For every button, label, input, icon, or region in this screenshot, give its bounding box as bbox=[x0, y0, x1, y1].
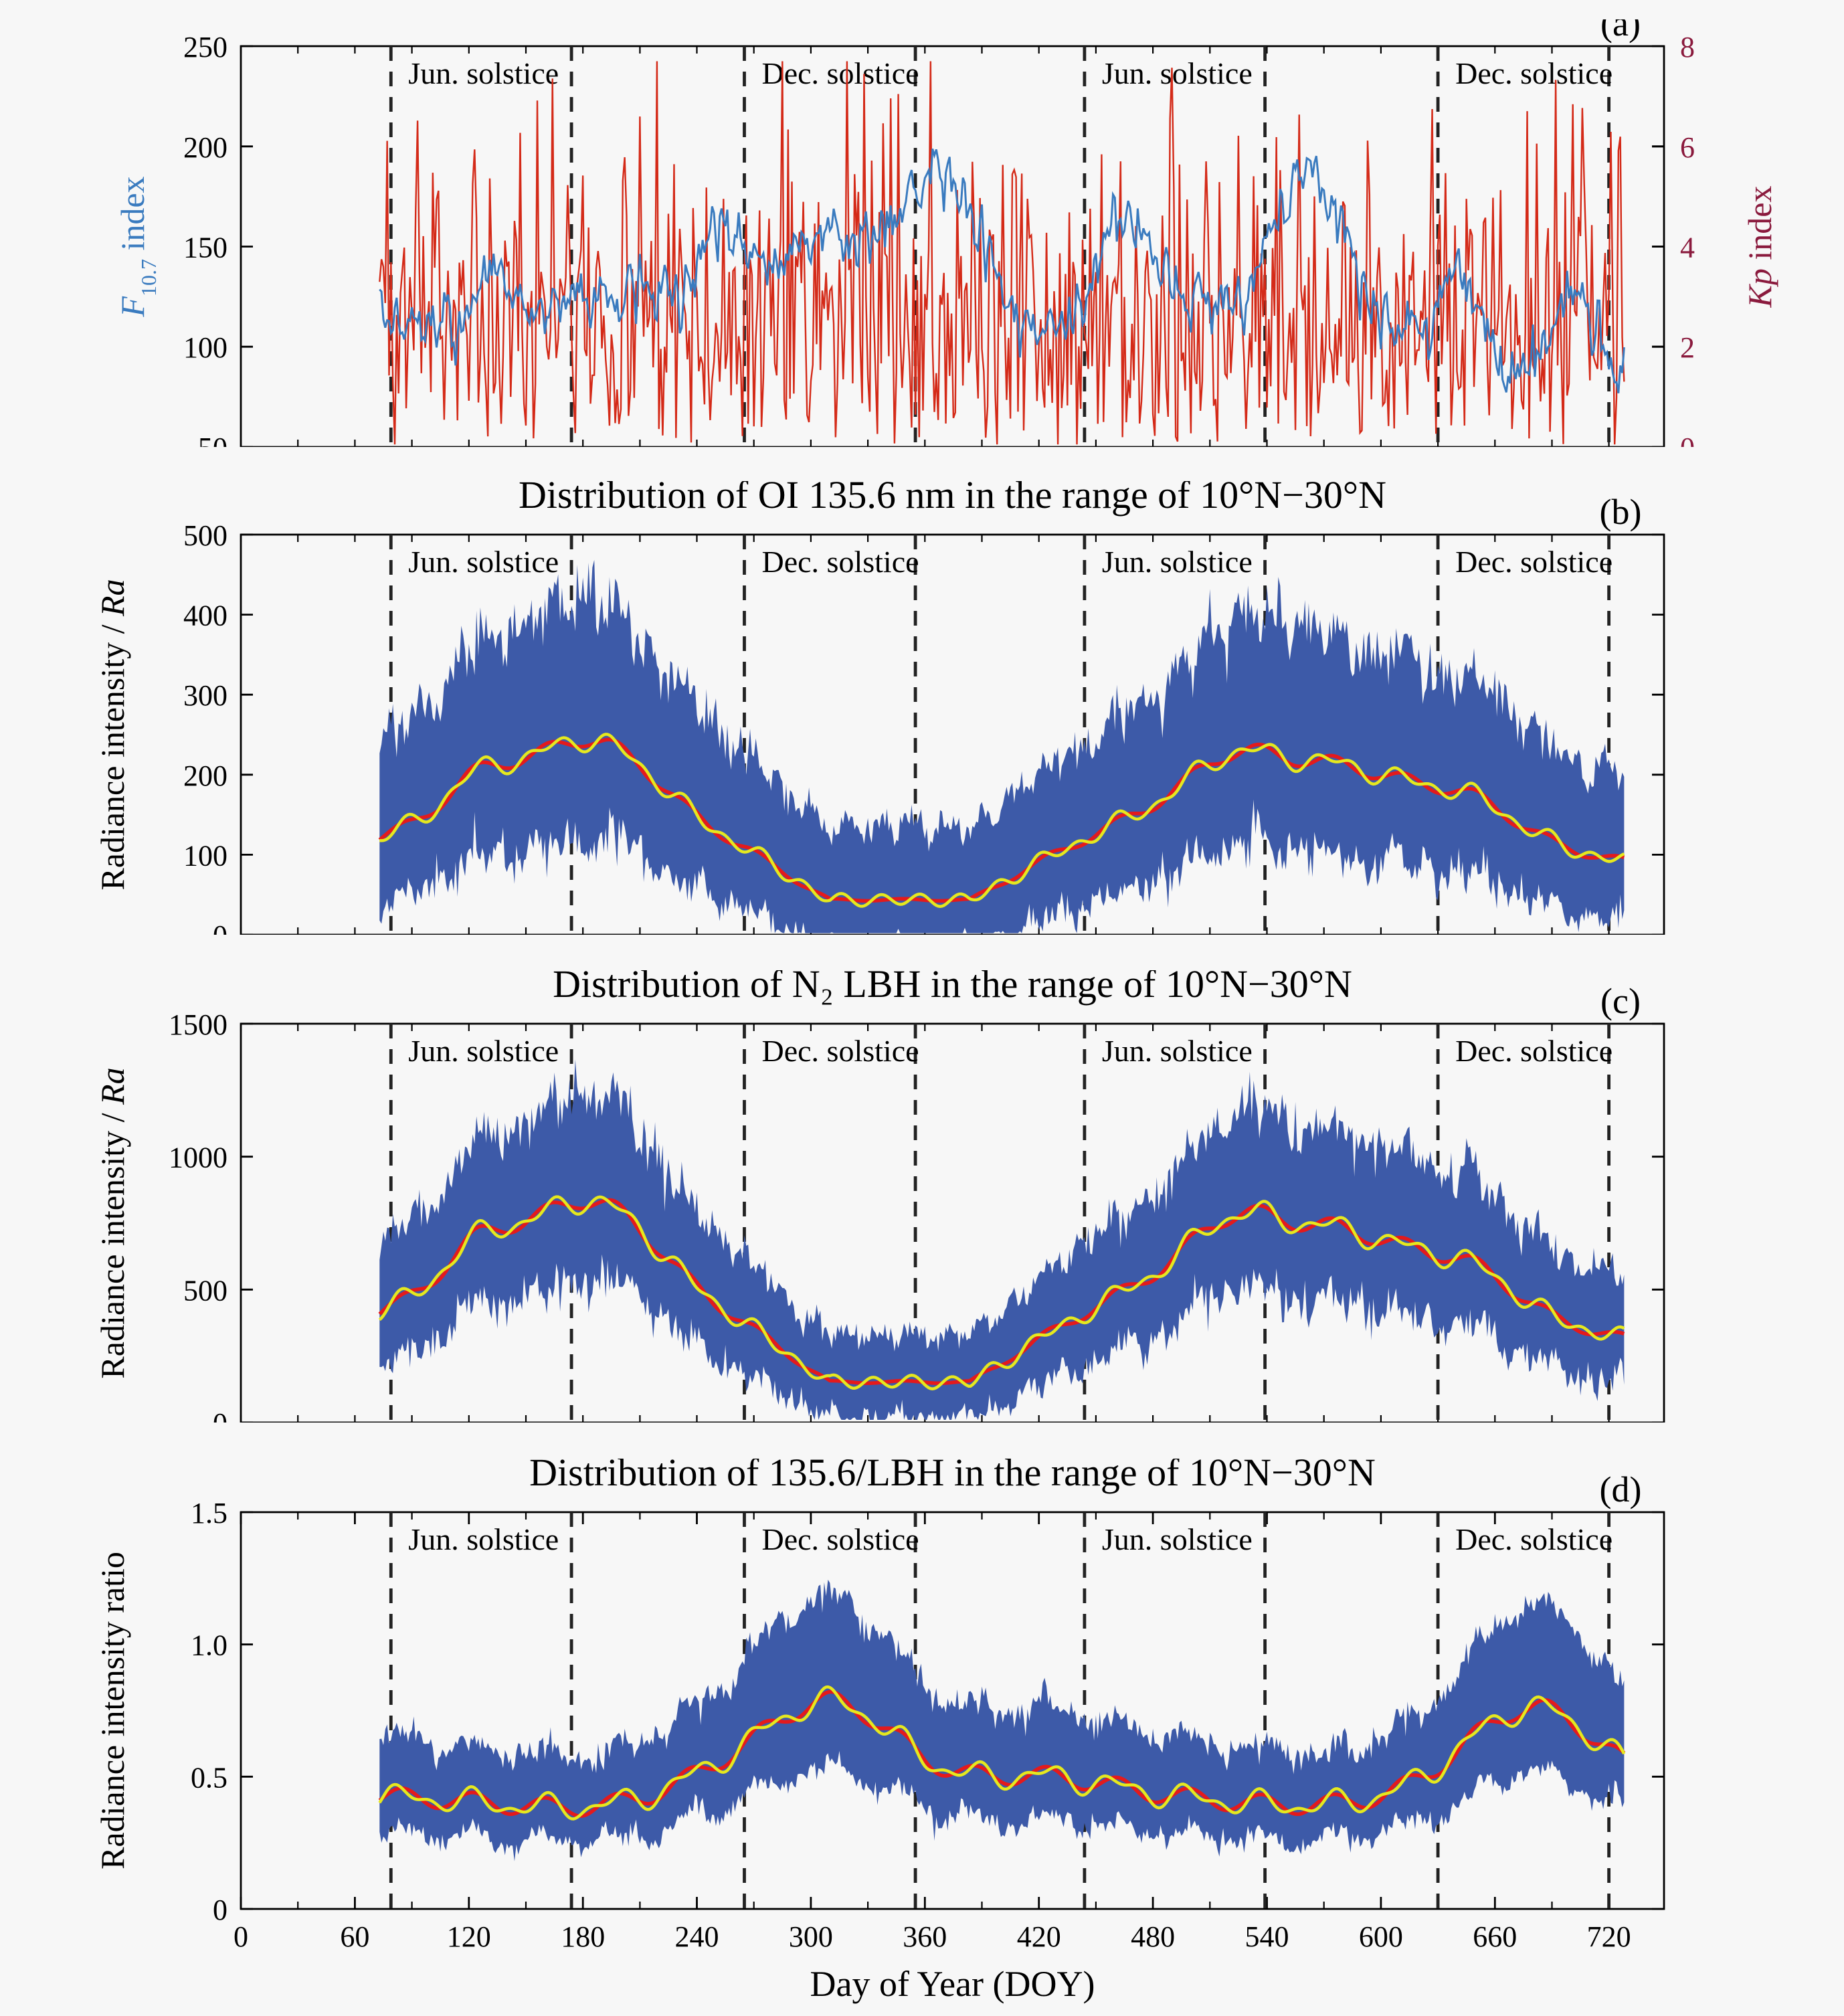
svg-text:Radiance intensity / Ra: Radiance intensity / Ra bbox=[94, 1067, 131, 1378]
svg-text:Jun. solstice: Jun. solstice bbox=[1102, 56, 1253, 90]
svg-text:(a): (a) bbox=[1600, 19, 1641, 43]
svg-text:360: 360 bbox=[903, 1920, 947, 1953]
svg-text:120: 120 bbox=[447, 1920, 491, 1953]
svg-text:Jun. solstice: Jun. solstice bbox=[408, 56, 559, 90]
svg-text:Dec. solstice: Dec. solstice bbox=[1455, 1522, 1612, 1556]
svg-text:Radiance intensity / Ra: Radiance intensity / Ra bbox=[94, 579, 131, 890]
svg-text:Jun. solstice: Jun. solstice bbox=[1102, 545, 1253, 579]
svg-text:1000: 1000 bbox=[169, 1141, 227, 1174]
svg-text:Jun. solstice: Jun. solstice bbox=[408, 1034, 559, 1068]
svg-text:(b): (b) bbox=[1600, 492, 1642, 532]
svg-text:Radiance intensity ratio: Radiance intensity ratio bbox=[94, 1552, 131, 1869]
svg-text:0: 0 bbox=[213, 1894, 227, 1926]
svg-text:F10.7 index: F10.7 index bbox=[114, 176, 161, 317]
svg-text:1500: 1500 bbox=[169, 1008, 227, 1041]
svg-text:500: 500 bbox=[183, 519, 227, 552]
svg-text:(c): (c) bbox=[1600, 981, 1641, 1021]
svg-text:Dec. solstice: Dec. solstice bbox=[1455, 1034, 1612, 1068]
svg-text:300: 300 bbox=[183, 679, 227, 712]
svg-text:Day of Year (DOY): Day of Year (DOY) bbox=[810, 1964, 1095, 2004]
svg-text:240: 240 bbox=[675, 1920, 719, 1953]
svg-text:Jun. solstice: Jun. solstice bbox=[1102, 1034, 1253, 1068]
svg-text:Kp index: Kp index bbox=[1741, 186, 1778, 308]
svg-text:1.5: 1.5 bbox=[191, 1497, 227, 1530]
svg-text:(d): (d) bbox=[1600, 1469, 1642, 1509]
svg-text:1.0: 1.0 bbox=[191, 1629, 227, 1662]
svg-text:0: 0 bbox=[213, 919, 227, 935]
svg-text:Dec. solstice: Dec. solstice bbox=[762, 56, 919, 90]
svg-text:540: 540 bbox=[1245, 1920, 1289, 1953]
svg-text:Dec. solstice: Dec. solstice bbox=[762, 545, 919, 579]
svg-text:Jun. solstice: Jun. solstice bbox=[1102, 1522, 1253, 1556]
svg-text:60: 60 bbox=[340, 1920, 369, 1953]
svg-text:720: 720 bbox=[1587, 1920, 1631, 1953]
svg-text:150: 150 bbox=[183, 232, 227, 264]
svg-text:0: 0 bbox=[234, 1920, 248, 1953]
svg-text:Dec. solstice: Dec. solstice bbox=[1455, 56, 1612, 90]
svg-text:Distribution of N₂ LBH in the: Distribution of N₂ LBH in the range of 1… bbox=[553, 970, 1352, 1006]
svg-text:50: 50 bbox=[198, 432, 227, 447]
svg-text:100: 100 bbox=[183, 839, 227, 872]
svg-text:420: 420 bbox=[1017, 1920, 1061, 1953]
svg-text:Distribution of 135.6/LBH in t: Distribution of 135.6/LBH in the range o… bbox=[529, 1459, 1376, 1494]
svg-text:Jun. solstice: Jun. solstice bbox=[408, 1522, 559, 1556]
svg-text:Jun. solstice: Jun. solstice bbox=[408, 545, 559, 579]
svg-text:2: 2 bbox=[1680, 331, 1695, 364]
svg-text:Dec. solstice: Dec. solstice bbox=[1455, 545, 1612, 579]
svg-text:4: 4 bbox=[1680, 232, 1695, 264]
svg-text:100: 100 bbox=[183, 331, 227, 364]
svg-text:0: 0 bbox=[213, 1407, 227, 1423]
svg-text:8: 8 bbox=[1680, 31, 1695, 64]
svg-text:250: 250 bbox=[183, 31, 227, 64]
svg-text:6: 6 bbox=[1680, 131, 1695, 164]
svg-text:500: 500 bbox=[183, 1274, 227, 1307]
svg-text:180: 180 bbox=[561, 1920, 605, 1953]
svg-text:Dec. solstice: Dec. solstice bbox=[762, 1522, 919, 1556]
svg-text:660: 660 bbox=[1473, 1920, 1517, 1953]
svg-text:400: 400 bbox=[183, 600, 227, 632]
svg-text:200: 200 bbox=[183, 759, 227, 792]
svg-text:0: 0 bbox=[1680, 432, 1695, 447]
svg-text:600: 600 bbox=[1359, 1920, 1403, 1953]
svg-text:Distribution of OI 135.6 nm in: Distribution of OI 135.6 nm in the range… bbox=[519, 481, 1386, 517]
svg-text:200: 200 bbox=[183, 131, 227, 164]
svg-text:480: 480 bbox=[1131, 1920, 1175, 1953]
svg-text:300: 300 bbox=[789, 1920, 833, 1953]
svg-text:Dec. solstice: Dec. solstice bbox=[762, 1034, 919, 1068]
svg-text:0.5: 0.5 bbox=[191, 1761, 227, 1794]
